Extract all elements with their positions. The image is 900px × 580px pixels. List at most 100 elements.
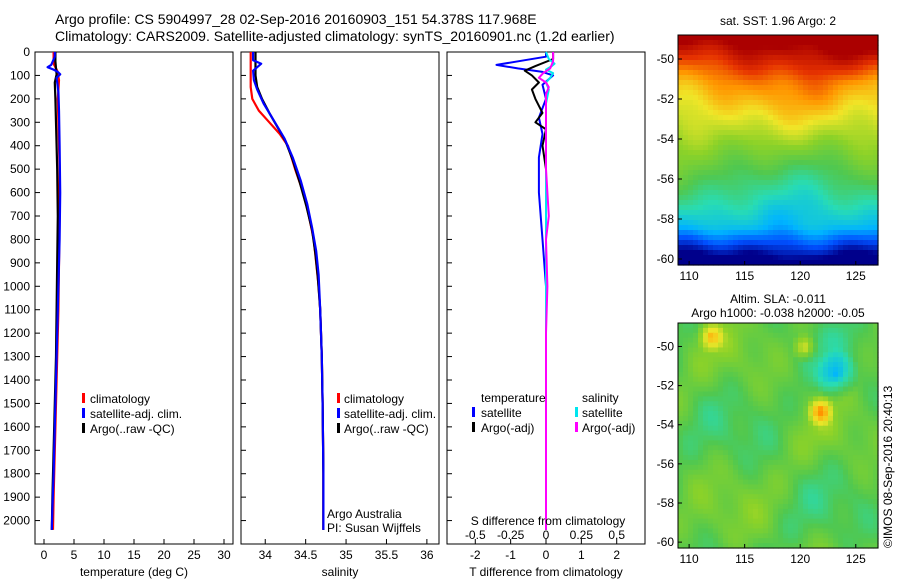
heatmap-cell bbox=[678, 401, 684, 407]
heatmap-cell bbox=[823, 215, 829, 221]
heatmap-cell bbox=[853, 120, 859, 126]
heatmap-cell bbox=[778, 357, 784, 363]
heatmap-cell bbox=[763, 65, 769, 71]
heatmap-cell bbox=[828, 508, 834, 515]
heatmap-cell bbox=[793, 381, 799, 388]
heatmap-cell bbox=[763, 420, 769, 427]
heatmap-cell bbox=[858, 323, 864, 329]
heatmap-cell bbox=[818, 145, 824, 151]
heatmap-cell bbox=[688, 230, 694, 236]
heatmap-cell bbox=[683, 425, 689, 432]
heatmap-cell bbox=[768, 386, 774, 393]
heatmap-cell bbox=[693, 180, 699, 186]
heatmap-cell bbox=[803, 205, 809, 211]
heatmap-cell bbox=[778, 337, 784, 344]
heatmap-cell bbox=[778, 347, 784, 353]
heatmap-cell bbox=[803, 85, 809, 91]
heatmap-cell bbox=[873, 255, 879, 261]
heatmap-cell bbox=[823, 105, 829, 111]
heatmap-cell bbox=[728, 115, 734, 121]
heatmap-cell bbox=[748, 155, 754, 161]
heatmap-cell bbox=[838, 464, 844, 471]
heatmap-cell bbox=[788, 469, 794, 476]
heatmap-cell bbox=[703, 170, 709, 176]
heatmap-cell bbox=[843, 55, 849, 61]
heatmap-cell bbox=[788, 411, 794, 417]
heatmap-cell bbox=[863, 40, 869, 46]
heatmap-cell bbox=[778, 255, 784, 261]
heatmap-cell bbox=[873, 245, 879, 251]
heatmap-cell bbox=[868, 367, 874, 373]
heatmap-cell bbox=[748, 190, 754, 196]
heatmap-cell bbox=[728, 484, 734, 490]
lon-tick-label: 120 bbox=[790, 269, 810, 283]
heatmap-cell bbox=[718, 60, 724, 66]
heatmap-cell bbox=[683, 533, 689, 539]
heatmap-cell bbox=[743, 115, 749, 121]
heatmap-cell bbox=[758, 170, 764, 176]
heatmap-cell bbox=[723, 464, 729, 471]
heatmap-cell bbox=[788, 513, 794, 520]
heatmap-cell bbox=[693, 484, 699, 490]
heatmap-cell bbox=[828, 90, 834, 96]
heatmap-cell bbox=[723, 484, 729, 490]
heatmap-cell bbox=[828, 50, 834, 56]
heatmap-cell bbox=[773, 469, 779, 476]
heatmap-cell bbox=[728, 323, 734, 329]
heatmap-cell bbox=[728, 210, 734, 216]
heatmap-cell bbox=[723, 396, 729, 402]
heatmap-cell bbox=[843, 45, 849, 51]
heatmap-cell bbox=[843, 523, 849, 530]
heatmap-cell bbox=[758, 391, 764, 397]
lon-tick-label: 125 bbox=[846, 552, 866, 566]
heatmap-cell bbox=[853, 332, 859, 339]
heatmap-cell bbox=[718, 464, 724, 471]
heatmap-cell bbox=[698, 145, 704, 151]
heatmap-cell bbox=[758, 386, 764, 393]
heatmap-cell bbox=[863, 65, 869, 71]
heatmap-cell bbox=[773, 125, 779, 131]
heatmap-cell bbox=[728, 80, 734, 86]
heatmap-cell bbox=[723, 406, 729, 412]
heatmap-cell bbox=[693, 65, 699, 71]
heatmap-cell bbox=[758, 205, 764, 211]
heatmap-cell bbox=[743, 455, 749, 461]
heatmap-cell bbox=[688, 411, 694, 417]
heatmap-cell bbox=[693, 459, 699, 466]
heatmap-cell bbox=[743, 332, 749, 339]
y-tick-label: 1300 bbox=[3, 350, 30, 364]
heatmap-cell bbox=[763, 459, 769, 466]
heatmap-cell bbox=[763, 80, 769, 86]
heatmap-cell bbox=[713, 220, 719, 226]
heatmap-cell bbox=[683, 130, 689, 136]
heatmap-cell bbox=[698, 513, 704, 520]
heatmap-cell bbox=[708, 95, 714, 101]
heatmap-cell bbox=[773, 90, 779, 96]
heatmap-cell bbox=[863, 323, 869, 329]
heatmap-cell bbox=[793, 165, 799, 171]
heatmap-cell bbox=[833, 391, 839, 397]
heatmap-cell bbox=[813, 210, 819, 216]
heatmap-cell bbox=[738, 440, 744, 446]
heatmap-cell bbox=[703, 60, 709, 66]
heatmap-cell bbox=[803, 357, 809, 363]
heatmap-cell bbox=[833, 323, 839, 329]
heatmap-cell bbox=[718, 230, 724, 236]
heatmap-cell bbox=[713, 371, 719, 378]
heatmap-cell bbox=[873, 464, 879, 471]
heatmap-cell bbox=[773, 415, 779, 422]
heatmap-cell bbox=[798, 357, 804, 363]
heatmap-cell bbox=[863, 455, 869, 461]
heatmap-cell bbox=[838, 362, 844, 368]
heatmap-cell bbox=[778, 459, 784, 466]
heatmap-cell bbox=[798, 430, 804, 437]
heatmap-cell bbox=[768, 528, 774, 534]
heatmap-cell bbox=[838, 450, 844, 456]
heatmap-cell bbox=[778, 420, 784, 427]
heatmap-cell bbox=[783, 357, 789, 363]
heatmap-cell bbox=[733, 65, 739, 71]
heatmap-cell bbox=[858, 327, 864, 334]
heatmap-cell bbox=[708, 170, 714, 176]
heatmap-cell bbox=[713, 80, 719, 86]
heatmap-cell bbox=[758, 90, 764, 96]
